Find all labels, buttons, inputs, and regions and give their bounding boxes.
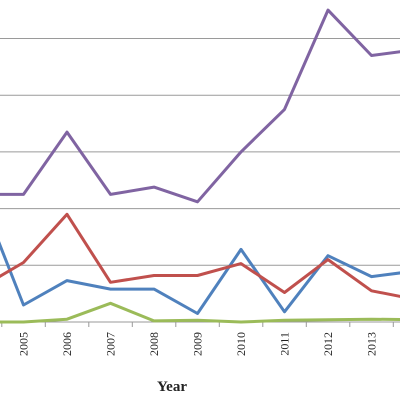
x-tick-label: 2011: [278, 332, 292, 356]
x-tick-label: 2012: [321, 332, 335, 356]
x-tick-label: 2013: [365, 332, 379, 356]
series-lines: [0, 8, 400, 324]
x-tick-labels: 2005 2006 2007 2008 2009 2010 2011 2012 2013: [17, 332, 379, 356]
x-tick-label: 2008: [147, 332, 161, 356]
gridlines: [0, 38, 400, 327]
series-line-4: [0, 301, 400, 324]
series-line-3: [0, 212, 400, 298]
series-line-2: [0, 241, 400, 315]
x-tick-label: 2009: [191, 332, 205, 356]
x-axis-title: Year: [157, 379, 187, 395]
x-tick-label: 2006: [60, 332, 74, 356]
x-tick-label: 2007: [104, 332, 118, 356]
x-tick-label: 2010: [234, 332, 248, 356]
x-tick-label: 2005: [17, 332, 31, 356]
series-line-1: [0, 8, 400, 204]
